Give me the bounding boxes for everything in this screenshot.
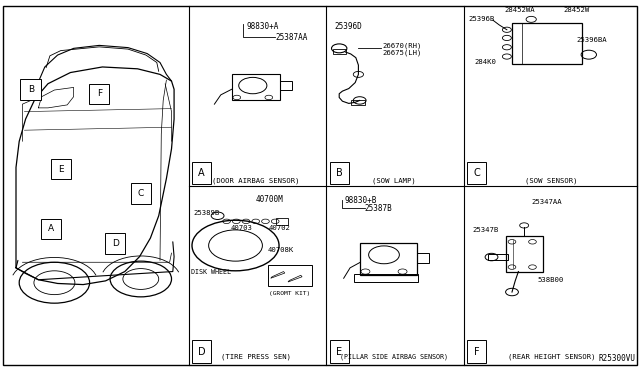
Text: 25396BA: 25396BA	[576, 37, 607, 43]
Text: 25389B: 25389B	[194, 210, 220, 216]
Text: 538B00: 538B00	[538, 277, 564, 283]
Bar	[512, 23, 582, 64]
Text: 25396B: 25396B	[468, 16, 495, 22]
Text: 25387AA: 25387AA	[275, 33, 308, 42]
Bar	[268, 265, 312, 286]
Text: A: A	[198, 168, 205, 178]
Text: (SOW LAMP): (SOW LAMP)	[372, 177, 415, 184]
Bar	[276, 218, 288, 225]
Bar	[488, 254, 508, 260]
Bar	[192, 162, 211, 184]
Bar	[417, 253, 429, 263]
Bar	[232, 74, 280, 100]
Text: 28452W: 28452W	[563, 7, 589, 13]
Text: (PILLAR SIDE AIRBAG SENSOR): (PILLAR SIDE AIRBAG SENSOR)	[340, 354, 447, 360]
Bar	[131, 183, 151, 204]
Text: 40703: 40703	[230, 225, 252, 231]
Bar	[467, 340, 486, 363]
Text: 40702: 40702	[269, 225, 291, 231]
Text: D: D	[198, 347, 205, 356]
Bar	[467, 162, 486, 184]
Bar	[20, 79, 41, 99]
Text: 40700M: 40700M	[256, 195, 284, 203]
Text: DISK WHEEL: DISK WHEEL	[191, 269, 231, 275]
Text: (SOW SENSOR): (SOW SENSOR)	[525, 177, 578, 184]
Text: B: B	[336, 168, 342, 178]
Text: B: B	[28, 85, 34, 94]
Text: 28452WA: 28452WA	[504, 7, 535, 13]
Bar	[351, 100, 365, 105]
Text: 40708K: 40708K	[268, 247, 294, 253]
Bar	[41, 219, 61, 239]
Bar	[192, 340, 211, 363]
Text: C: C	[474, 168, 480, 178]
Text: (TIRE PRESS SEN): (TIRE PRESS SEN)	[221, 354, 291, 360]
Bar	[506, 236, 543, 272]
Bar	[360, 243, 417, 275]
Bar	[330, 162, 349, 184]
Text: 26670(RH): 26670(RH)	[382, 42, 422, 49]
Bar	[280, 81, 292, 90]
Text: 284K0: 284K0	[475, 60, 497, 65]
Bar	[89, 83, 109, 104]
Text: 26675(LH): 26675(LH)	[382, 49, 422, 56]
Text: A: A	[48, 224, 54, 233]
Text: 25387B: 25387B	[365, 204, 392, 213]
Text: (DOOR AIRBAG SENSOR): (DOOR AIRBAG SENSOR)	[212, 177, 300, 184]
Text: F: F	[97, 89, 102, 98]
Text: 25347B: 25347B	[472, 227, 499, 233]
Text: R25300VU: R25300VU	[598, 354, 636, 363]
Bar	[105, 234, 125, 254]
Text: C: C	[138, 189, 144, 198]
Text: D: D	[112, 239, 118, 248]
Text: 98830+B: 98830+B	[344, 196, 377, 205]
Bar	[330, 340, 349, 363]
Text: E: E	[58, 165, 63, 174]
Text: F: F	[474, 347, 479, 356]
Circle shape	[520, 223, 529, 228]
Text: 25347AA: 25347AA	[531, 199, 562, 205]
Bar	[51, 159, 71, 179]
Bar	[354, 274, 418, 282]
Text: 25396D: 25396D	[334, 22, 362, 31]
Text: (REAR HEIGHT SENSOR): (REAR HEIGHT SENSOR)	[508, 354, 595, 360]
Text: 98830+A: 98830+A	[246, 22, 279, 31]
Text: E: E	[336, 347, 342, 356]
Bar	[333, 49, 346, 54]
Text: (GROMT KIT): (GROMT KIT)	[269, 291, 310, 296]
